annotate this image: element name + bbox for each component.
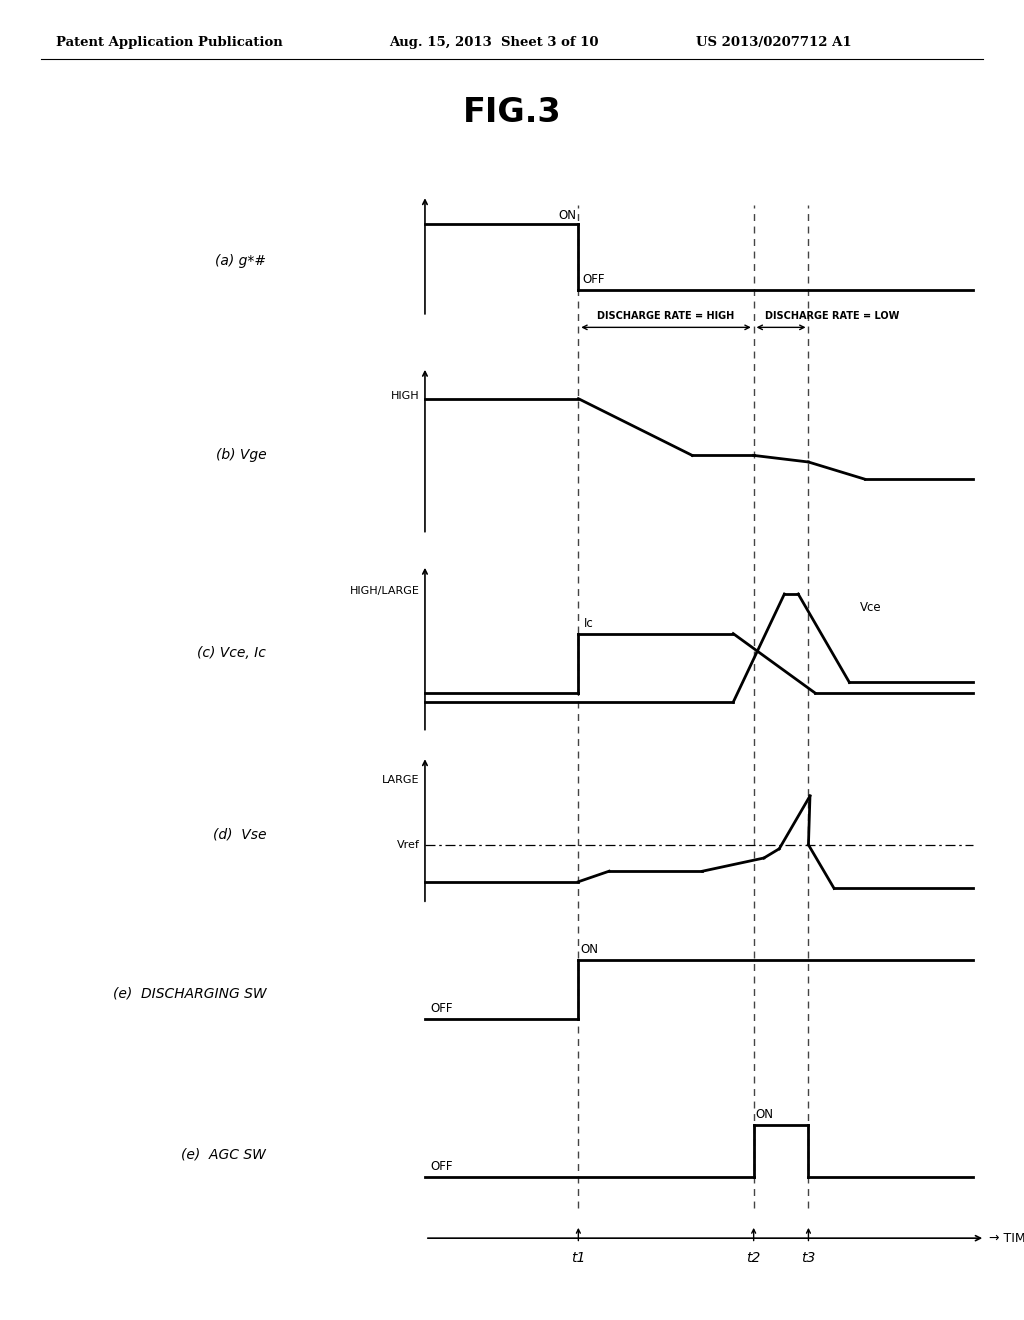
Text: Vref: Vref [397, 840, 420, 850]
Text: ON: ON [756, 1107, 774, 1121]
Text: (a) g*#: (a) g*# [215, 253, 266, 268]
Text: ON: ON [581, 942, 598, 956]
Text: OFF: OFF [430, 1160, 453, 1173]
Text: (e)  AGC SW: (e) AGC SW [181, 1148, 266, 1162]
Text: t2: t2 [746, 1251, 761, 1266]
Text: OFF: OFF [430, 1002, 453, 1015]
Text: Aug. 15, 2013  Sheet 3 of 10: Aug. 15, 2013 Sheet 3 of 10 [389, 36, 599, 49]
Text: DISCHARGE RATE = LOW: DISCHARGE RATE = LOW [765, 310, 899, 321]
Text: US 2013/0207712 A1: US 2013/0207712 A1 [696, 36, 852, 49]
Text: FIG.3: FIG.3 [463, 96, 561, 129]
Text: t3: t3 [801, 1251, 816, 1266]
Text: Patent Application Publication: Patent Application Publication [56, 36, 283, 49]
Text: t1: t1 [571, 1251, 586, 1266]
Text: → TIME: → TIME [989, 1232, 1024, 1245]
Text: (b) Vge: (b) Vge [216, 449, 266, 462]
Text: LARGE: LARGE [382, 775, 420, 785]
Text: (d)  Vse: (d) Vse [213, 828, 266, 842]
Text: Ic: Ic [584, 616, 593, 630]
Text: DISCHARGE RATE = HIGH: DISCHARGE RATE = HIGH [597, 310, 734, 321]
Text: (e)  DISCHARGING SW: (e) DISCHARGING SW [113, 986, 266, 1001]
Text: (c) Vce, Ic: (c) Vce, Ic [198, 647, 266, 660]
Text: Vce: Vce [859, 601, 882, 614]
Text: HIGH: HIGH [391, 391, 420, 401]
Text: HIGH/LARGE: HIGH/LARGE [350, 586, 420, 597]
Text: OFF: OFF [583, 273, 605, 286]
Text: ON: ON [558, 209, 577, 222]
